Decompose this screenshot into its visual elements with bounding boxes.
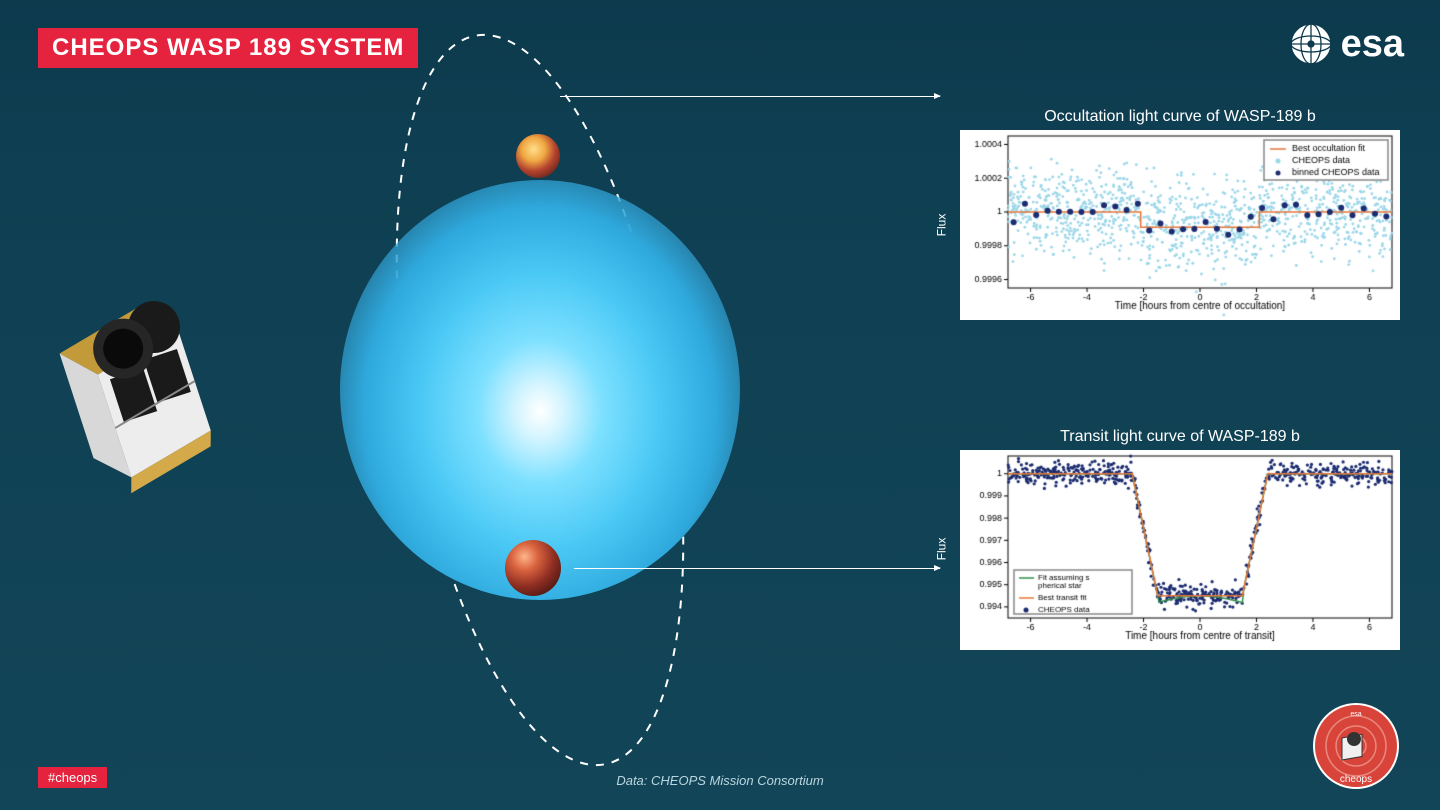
transit-ylabel: Flux [934,538,948,561]
transit-chart-title: Transit light curve of WASP-189 b [960,428,1400,446]
esa-logo-text: esa [1341,23,1404,66]
hashtag-badge: #cheops [38,767,107,788]
planet-occultation [516,134,560,178]
occultation-chart [960,130,1400,320]
host-star [340,180,740,600]
transit-chart [960,450,1400,650]
svg-text:cheops: cheops [1340,774,1372,785]
cheops-badge-icon: cheops esa [1312,702,1400,790]
svg-text:esa: esa [1350,711,1361,718]
esa-globe-icon [1289,22,1333,66]
spacecraft-icon [48,290,238,510]
arrow-to-occultation [560,96,940,97]
occultation-ylabel: Flux [934,214,948,237]
arrow-to-transit [574,568,940,569]
star-system-scene [290,60,810,760]
occultation-chart-title: Occultation light curve of WASP-189 b [960,108,1400,126]
esa-logo: esa [1289,22,1404,66]
planet-transit [505,540,561,596]
